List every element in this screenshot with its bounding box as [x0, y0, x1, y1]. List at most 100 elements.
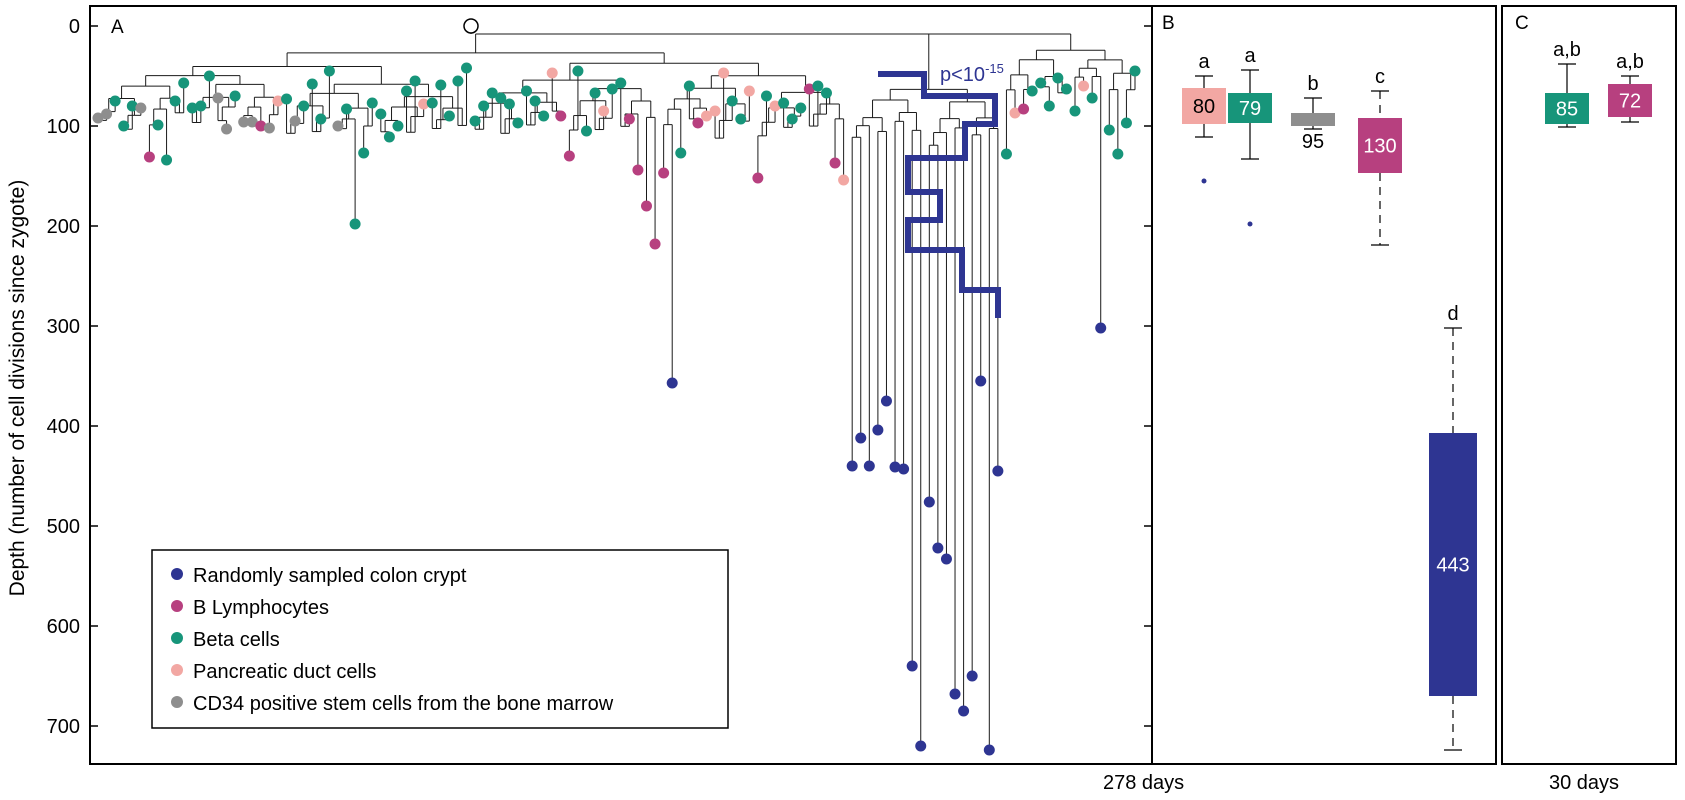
- box-blymph: [1608, 84, 1652, 117]
- panel-c-frame: [1501, 5, 1677, 765]
- leaf-dot-beta: [298, 100, 310, 112]
- y-tick-label: 600: [47, 616, 80, 638]
- box-significance-letter: c: [1375, 66, 1385, 88]
- y-tick-label: 700: [47, 716, 80, 738]
- leaf-dot-blymph: [1018, 103, 1030, 115]
- box-significance-letter: a: [1244, 45, 1256, 67]
- leaf-dot-beta: [503, 98, 515, 110]
- legend-dot-blymph: [171, 600, 183, 612]
- leaf-dot-beta: [760, 90, 772, 102]
- leaf-dot-beta: [366, 97, 378, 109]
- leaf-dot-beta: [735, 113, 747, 125]
- legend-label-beta: Beta cells: [193, 629, 280, 651]
- box-significance-letter: a: [1198, 51, 1210, 73]
- leaf-dot-colon: [1095, 322, 1107, 334]
- legend-label-cd34: CD34 positive stem cells from the bone m…: [193, 693, 614, 715]
- leaf-dot-beta: [126, 100, 138, 112]
- y-axis-label: Depth (number of cell divisions since zy…: [6, 180, 29, 597]
- box-median-label: 79: [1239, 98, 1261, 120]
- y-tick-label: 500: [47, 516, 80, 538]
- box-median-label: 80: [1193, 96, 1215, 118]
- leaf-dot-cd34: [221, 123, 233, 135]
- leaf-dot-blymph: [623, 113, 635, 125]
- leaf-dot-beta: [358, 147, 370, 159]
- y-tick-label: 300: [47, 316, 80, 338]
- leaf-dot-beta: [178, 77, 190, 89]
- box-blymph: [1358, 118, 1402, 173]
- leaf-dot-colon: [975, 375, 987, 387]
- box-outlier: [1201, 178, 1207, 184]
- legend-label-blymph: B Lymphocytes: [193, 597, 329, 619]
- leaf-dot-beta: [1129, 65, 1141, 77]
- leaf-dot-beta: [1026, 85, 1038, 97]
- y-tick-label: 0: [69, 16, 80, 38]
- leaf-dot-beta: [443, 110, 455, 122]
- legend-label-colon: Randomly sampled colon crypt: [193, 565, 467, 587]
- leaf-dot-cd34: [238, 116, 250, 128]
- leaf-dot-blymph: [658, 167, 670, 179]
- panel-b-frame: [1151, 5, 1497, 765]
- leaf-dot-cd34: [289, 115, 301, 127]
- leaf-dot-beta: [1120, 117, 1132, 129]
- leaf-dot-duct: [546, 67, 558, 79]
- leaf-dot-colon: [940, 553, 952, 565]
- leaf-dot-beta: [606, 83, 618, 95]
- lineage-leaves: [92, 62, 1141, 756]
- leaf-dot-beta: [778, 97, 790, 109]
- box-duct: [1182, 88, 1226, 124]
- leaf-dot-colon: [949, 688, 961, 700]
- leaf-dot-duct: [769, 100, 781, 112]
- leaf-dot-beta: [1060, 83, 1072, 95]
- y-tick-label: 100: [47, 116, 80, 138]
- leaf-dot-blymph: [143, 151, 155, 163]
- leaf-dot-beta: [349, 218, 361, 230]
- leaf-dot-beta: [726, 95, 738, 107]
- leaf-dot-cd34: [332, 120, 344, 132]
- leaf-dot-colon: [846, 460, 858, 472]
- leaf-dot-duct: [598, 105, 610, 117]
- leaf-dot-blymph: [563, 150, 575, 162]
- leaf-dot-beta: [478, 100, 490, 112]
- leaf-dot-beta: [1043, 100, 1055, 112]
- leaf-dot-beta: [452, 75, 464, 87]
- leaf-dot-beta: [521, 85, 533, 97]
- leaf-dot-duct: [1009, 107, 1021, 119]
- leaf-dot-beta: [341, 103, 353, 115]
- leaf-dot-colon: [863, 460, 875, 472]
- box-significance-letter: a,b: [1553, 39, 1581, 61]
- leaf-dot-colon: [923, 496, 935, 508]
- legend-dot-colon: [171, 568, 183, 580]
- leaf-dot-beta: [461, 62, 473, 74]
- legend-label-duct: Pancreatic duct cells: [193, 661, 376, 683]
- y-axis: 0 100 200 300 400 500 600 700: [47, 16, 1152, 738]
- panel-b-caption: 278 days: [1103, 772, 1184, 794]
- leaf-dot-duct: [418, 98, 430, 110]
- legend-dot-beta: [171, 632, 183, 644]
- leaf-dot-beta: [615, 77, 627, 89]
- leaf-dot-beta: [118, 120, 130, 132]
- leaf-dot-blymph: [692, 117, 704, 129]
- leaf-dot-colon: [855, 432, 867, 444]
- leaf-dot-beta: [306, 78, 318, 90]
- box-median-label: 443: [1436, 555, 1469, 577]
- leaf-dot-beta: [1069, 105, 1081, 117]
- leaf-dot-beta: [435, 79, 447, 91]
- leaf-dot-duct: [700, 110, 712, 122]
- leaf-dot-beta: [581, 125, 593, 137]
- leaf-dot-blymph: [555, 110, 567, 122]
- leaf-dot-duct: [718, 67, 730, 79]
- leaf-dot-duct: [709, 105, 721, 117]
- leaf-dot-duct: [1078, 80, 1090, 92]
- leaf-dot-blymph: [752, 172, 764, 184]
- box-plots: 80 a 79 a 95 b 130 c 443 d 85 a,b 72 a,b: [1182, 39, 1652, 751]
- leaf-dot-beta: [1035, 77, 1047, 89]
- leaf-dot-duct: [838, 174, 850, 186]
- box-significance-letter: a,b: [1616, 51, 1644, 73]
- legend-dot-cd34: [171, 696, 183, 708]
- leaf-dot-beta: [203, 70, 215, 82]
- y-tick-label: 400: [47, 416, 80, 438]
- legend-dot-duct: [171, 664, 183, 676]
- leaf-dot-colon: [666, 377, 678, 389]
- panel-c-label: C: [1515, 13, 1529, 34]
